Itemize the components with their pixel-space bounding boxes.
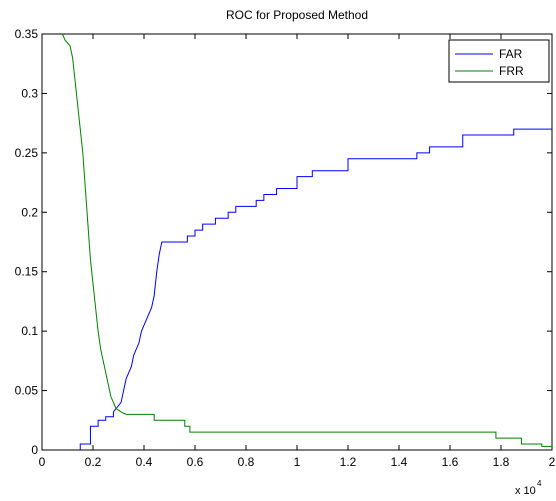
plot-frame <box>41 33 553 451</box>
x-tick-label: 1.6 <box>442 455 459 469</box>
x-tick-label: 1 <box>294 455 301 469</box>
x-tick-label: 1.4 <box>391 455 408 469</box>
axis-ticks: 0 0.2 0.4 0.6 0.8 1 1.2 1.4 1.6 1.8 2 0 0.05 0.1 0.15 0… <box>15 27 556 469</box>
legend-label-frr: FRR <box>499 64 524 78</box>
y-tick-label: 0.2 <box>21 205 38 219</box>
x-multiplier-exponent: 4 <box>537 479 542 488</box>
y-tick-label: 0.3 <box>21 86 38 100</box>
chart-title: ROC for Proposed Method <box>226 8 368 22</box>
x-axis-multiplier: x 10 4 <box>515 479 542 497</box>
legend: FAR FRR <box>448 39 550 83</box>
series-line-far <box>79 128 552 450</box>
x-tick-label: 0 <box>39 455 46 469</box>
x-tick-label: 1.2 <box>340 455 357 469</box>
y-tick-label: 0.35 <box>15 27 39 41</box>
x-tick-label: 0.2 <box>85 455 102 469</box>
x-tick-label: 0.4 <box>136 455 153 469</box>
plot-area <box>41 33 553 451</box>
y-tick-label: 0.1 <box>21 324 38 338</box>
x-tick-label: 1.8 <box>493 455 510 469</box>
y-tick-label: 0 <box>31 443 38 457</box>
y-tick-label: 0.05 <box>15 384 39 398</box>
y-tick-label: 0.25 <box>15 146 39 160</box>
x-tick-label: 0.8 <box>238 455 255 469</box>
series-line-frr <box>61 33 552 447</box>
x-multiplier-base: x 10 <box>515 485 536 497</box>
y-tick-label: 0.15 <box>15 265 39 279</box>
series-lines <box>61 33 552 450</box>
x-tick-label: 0.6 <box>187 455 204 469</box>
x-tick-label: 2 <box>549 455 556 469</box>
legend-label-far: FAR <box>499 47 523 61</box>
legend-box <box>448 39 550 83</box>
